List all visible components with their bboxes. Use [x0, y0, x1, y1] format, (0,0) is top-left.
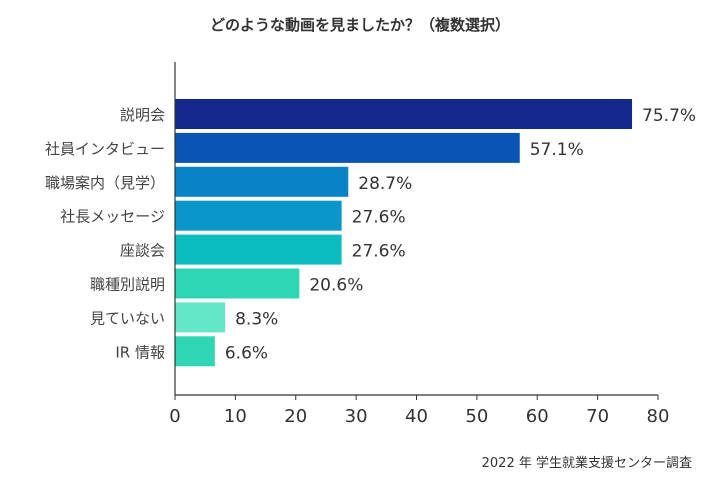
value-label-4: 27.6%	[352, 208, 406, 228]
bar-6	[175, 268, 300, 299]
x-tick-label-0: 0	[169, 406, 180, 427]
x-tick-label-80: 80	[647, 406, 670, 427]
value-label-5: 27.6%	[352, 242, 406, 262]
bar-1	[175, 99, 633, 129]
bar-5	[175, 234, 342, 265]
x-tick-label-60: 60	[526, 406, 549, 427]
bar-7	[175, 302, 226, 333]
value-label-6: 20.6%	[309, 276, 363, 296]
bar-2	[175, 132, 520, 163]
category-label-2: 社員インタビュー	[45, 140, 165, 158]
x-tick-label-70: 70	[586, 406, 609, 427]
x-tick-label-10: 10	[224, 406, 247, 427]
category-label-3: 職場案内（見学）	[45, 174, 165, 192]
value-label-8: 6.6%	[225, 343, 268, 363]
category-label-6: 職種別説明	[90, 276, 165, 294]
category-label-7: 見ていない	[90, 309, 165, 327]
x-tick-label-40: 40	[405, 406, 428, 427]
value-label-3: 28.7%	[358, 174, 412, 194]
category-label-4: 社長メッセージ	[60, 208, 165, 226]
value-label-1: 75.7%	[642, 106, 696, 126]
x-tick-label-30: 30	[345, 406, 368, 427]
category-label-8: IR 情報	[115, 343, 165, 361]
x-tick-label-20: 20	[284, 406, 307, 427]
category-label-1: 説明会	[120, 106, 165, 124]
value-label-7: 8.3%	[235, 309, 278, 329]
chart-title: どのような動画を見ましたか？（複数選択）	[209, 16, 510, 34]
chart-source-note: 2022 年 学生就業支援センター調査	[481, 456, 692, 471]
category-label-5: 座談会	[120, 242, 165, 260]
bar-3	[175, 166, 349, 197]
value-label-2: 57.1%	[530, 140, 584, 160]
x-tick-label-50: 50	[465, 406, 488, 427]
bar-8	[175, 336, 215, 367]
bar-4	[175, 200, 342, 231]
